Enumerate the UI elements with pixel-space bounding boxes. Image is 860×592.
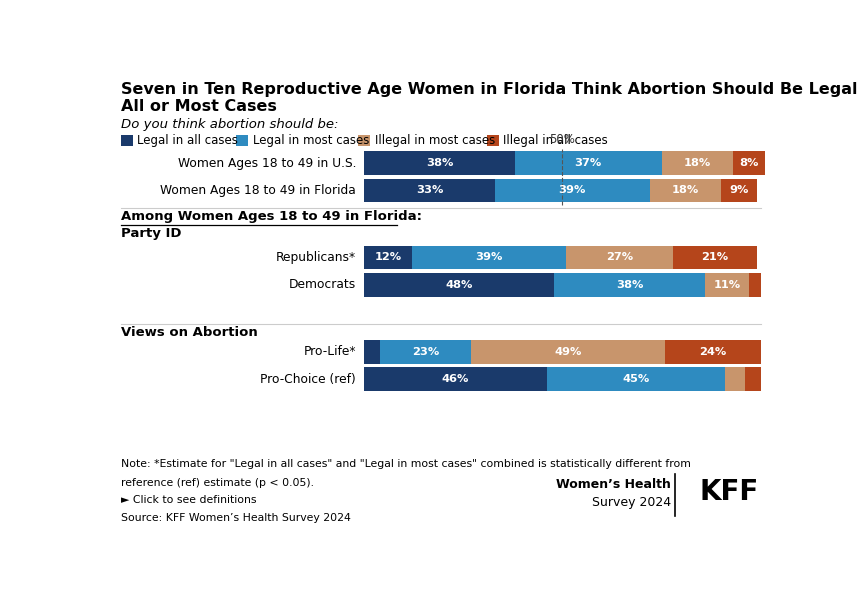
Text: Illegal in all cases: Illegal in all cases [503,134,608,147]
FancyBboxPatch shape [546,367,725,391]
Text: Democrats: Democrats [289,278,356,291]
FancyBboxPatch shape [364,340,380,363]
FancyBboxPatch shape [649,179,721,202]
Text: 39%: 39% [476,252,503,262]
Text: Republicans*: Republicans* [276,251,356,264]
Text: 33%: 33% [416,185,443,195]
FancyBboxPatch shape [749,273,760,297]
Text: Pro-Choice (ref): Pro-Choice (ref) [261,373,356,385]
Text: Women’s Health: Women’s Health [556,478,671,491]
FancyBboxPatch shape [673,246,757,269]
Text: 49%: 49% [555,347,582,357]
Text: Source: KFF Women’s Health Survey 2024: Source: KFF Women’s Health Survey 2024 [120,513,351,523]
Text: reference (ref) estimate (p < 0.05).: reference (ref) estimate (p < 0.05). [120,478,314,488]
Text: KFF: KFF [699,478,759,506]
Text: Do you think abortion should be:: Do you think abortion should be: [120,118,338,131]
Text: 11%: 11% [714,280,740,290]
Text: 23%: 23% [412,347,439,357]
FancyBboxPatch shape [471,340,666,363]
Text: Note: *Estimate for "Legal in all cases" and "Legal in most cases" combined is s: Note: *Estimate for "Legal in all cases"… [120,459,691,469]
FancyBboxPatch shape [380,340,471,363]
FancyBboxPatch shape [733,152,765,175]
Text: 12%: 12% [374,252,402,262]
Text: 27%: 27% [606,252,634,262]
FancyBboxPatch shape [661,152,733,175]
Text: 39%: 39% [559,185,586,195]
FancyBboxPatch shape [495,179,649,202]
FancyBboxPatch shape [705,273,749,297]
Text: Legal in all cases: Legal in all cases [138,134,238,147]
Text: All or Most Cases: All or Most Cases [120,99,277,114]
Text: 45%: 45% [622,374,649,384]
Text: 50%: 50% [550,133,575,146]
FancyBboxPatch shape [120,135,132,146]
Text: Women Ages 18 to 49 in Florida: Women Ages 18 to 49 in Florida [160,184,356,197]
Text: Views on Abortion: Views on Abortion [120,326,258,339]
FancyBboxPatch shape [364,367,546,391]
FancyBboxPatch shape [487,135,499,146]
Text: 18%: 18% [684,158,711,168]
FancyBboxPatch shape [745,367,760,391]
Text: 18%: 18% [672,185,699,195]
FancyBboxPatch shape [364,273,555,297]
FancyBboxPatch shape [364,179,495,202]
Text: 24%: 24% [699,347,727,357]
FancyBboxPatch shape [567,246,673,269]
Text: 38%: 38% [616,280,643,290]
Text: 9%: 9% [729,185,748,195]
FancyBboxPatch shape [666,340,760,363]
FancyBboxPatch shape [725,367,745,391]
Text: 46%: 46% [442,374,469,384]
FancyBboxPatch shape [364,246,412,269]
FancyBboxPatch shape [412,246,567,269]
Text: Seven in Ten Reproductive Age Women in Florida Think Abortion Should Be Legal in: Seven in Ten Reproductive Age Women in F… [120,82,860,98]
Text: Pro-Life*: Pro-Life* [304,345,356,358]
Text: Women Ages 18 to 49 in U.S.: Women Ages 18 to 49 in U.S. [178,157,356,170]
FancyBboxPatch shape [364,152,515,175]
Text: 48%: 48% [445,280,473,290]
Text: Party ID: Party ID [120,227,181,240]
FancyBboxPatch shape [555,273,705,297]
Text: 37%: 37% [574,158,602,168]
Text: ► Click to see definitions: ► Click to see definitions [120,495,256,505]
Text: 21%: 21% [702,252,728,262]
Text: Survey 2024: Survey 2024 [592,496,671,509]
Text: Among Women Ages 18 to 49 in Florida:: Among Women Ages 18 to 49 in Florida: [120,210,421,223]
FancyBboxPatch shape [237,135,249,146]
FancyBboxPatch shape [358,135,370,146]
FancyBboxPatch shape [515,152,661,175]
Text: 38%: 38% [426,158,453,168]
Text: 8%: 8% [739,158,759,168]
Text: Legal in most cases: Legal in most cases [253,134,369,147]
Text: Illegal in most cases: Illegal in most cases [375,134,495,147]
FancyBboxPatch shape [721,179,757,202]
